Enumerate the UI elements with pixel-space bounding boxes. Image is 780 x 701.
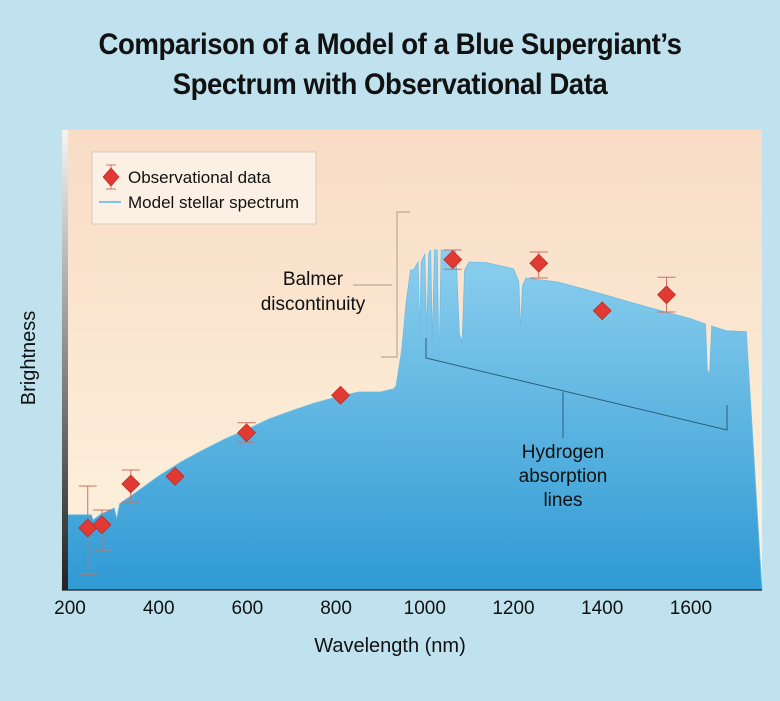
x-tick-label: 1400 <box>581 598 623 619</box>
hydrogen-label-line-1: Hydrogen <box>522 442 604 463</box>
x-axis-label: Wavelength (nm) <box>314 635 466 657</box>
legend: Observational data Model stellar spectru… <box>91 151 317 225</box>
data-point-marker <box>165 466 185 486</box>
data-point-marker <box>237 423 256 443</box>
data-point <box>121 469 141 503</box>
data-point <box>331 385 350 405</box>
data-point <box>78 485 98 575</box>
data-point-marker <box>92 515 112 535</box>
x-tick-labels: 200 400 600 800 1000 1200 1400 1600 <box>54 598 712 619</box>
x-tick-label: 1200 <box>492 598 534 619</box>
data-point <box>92 509 112 551</box>
hydrogen-bracket <box>425 338 728 431</box>
data-point <box>529 251 549 279</box>
legend-box <box>91 151 317 225</box>
hydrogen-label-line-2: absorption <box>519 466 608 487</box>
data-point-marker <box>331 385 350 405</box>
x-tick-label: 1000 <box>404 598 446 619</box>
data-point-marker <box>592 301 612 321</box>
x-tick-label: 400 <box>143 598 175 619</box>
x-tick-label: 600 <box>232 598 264 619</box>
data-point <box>237 422 256 443</box>
brightness-axis-bar <box>62 130 68 590</box>
balmer-bracket <box>381 211 410 358</box>
x-tick-label: 800 <box>320 598 352 619</box>
data-point <box>657 276 676 313</box>
legend-spectrum-label: Model stellar spectrum <box>128 193 299 212</box>
legend-diamond-icon <box>102 167 120 187</box>
chart-title-line-1: Comparison of a Model of a Blue Supergia… <box>98 28 682 61</box>
data-point <box>165 466 185 486</box>
data-point-marker <box>657 285 676 305</box>
data-point <box>592 301 612 321</box>
hydrogen-label-line-3: lines <box>543 490 582 511</box>
balmer-label-line-1: Balmer <box>283 269 344 290</box>
model-spectrum-area <box>61 249 763 591</box>
x-tick-label: 1600 <box>670 598 712 619</box>
data-point-marker <box>443 250 463 270</box>
data-point <box>443 249 463 270</box>
hydrogen-annotation: Hydrogen absorption lines <box>425 338 728 511</box>
data-point-marker <box>121 474 141 494</box>
chart-title-line-2: Spectrum with Observational Data <box>172 68 608 101</box>
balmer-annotation: Balmer discontinuity <box>261 211 410 358</box>
x-tick-label: 200 <box>54 598 86 619</box>
observational-data-points <box>78 249 676 575</box>
legend-observational-label: Observational data <box>128 168 271 187</box>
y-axis-label: Brightness <box>18 311 40 406</box>
balmer-label-line-2: discontinuity <box>261 294 366 315</box>
data-point-marker <box>529 253 549 273</box>
